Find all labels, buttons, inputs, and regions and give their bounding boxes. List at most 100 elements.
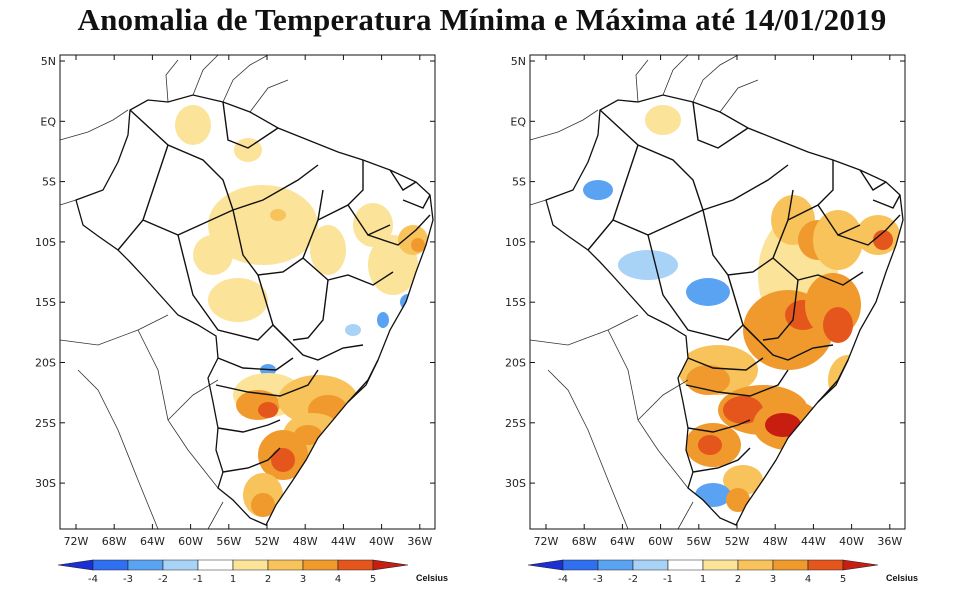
lat-label: 5S xyxy=(42,176,56,189)
lat-label: 25S xyxy=(505,417,526,430)
lon-label: 52W xyxy=(255,535,280,548)
colorbar-segment xyxy=(57,559,94,571)
lon-label: 72W xyxy=(534,535,559,548)
colorbar-label: -2 xyxy=(158,574,168,585)
lon-label: 52W xyxy=(725,535,750,548)
brazil-border xyxy=(75,94,434,526)
anomaly-blob xyxy=(251,493,275,517)
colorbar-label: 2 xyxy=(735,574,741,585)
state-border xyxy=(837,214,901,246)
country-border xyxy=(59,199,77,206)
anomaly-blob xyxy=(270,209,286,221)
state-border xyxy=(772,257,864,286)
state-borders xyxy=(117,101,431,473)
lon-label: 40W xyxy=(369,535,394,548)
colorbar-segment xyxy=(267,559,304,571)
lon-label: 48W xyxy=(293,535,318,548)
lat-label: 10S xyxy=(35,236,56,249)
lat-label: EQ xyxy=(510,115,526,128)
country-border xyxy=(59,109,129,141)
anomaly-blob xyxy=(698,435,722,455)
colorbar-label: 5 xyxy=(840,574,846,585)
anomaly-blob xyxy=(645,105,681,135)
brazil-border xyxy=(545,94,904,526)
anomaly-blob xyxy=(193,235,233,275)
lon-label: 68W xyxy=(102,535,127,548)
colorbar-segment xyxy=(372,559,409,571)
anomaly-blob xyxy=(377,312,389,328)
colorbar-label: 3 xyxy=(300,574,306,585)
lon-label: 40W xyxy=(839,535,864,548)
lon-label: 48W xyxy=(763,535,788,548)
state-border xyxy=(859,169,887,191)
colorbar-label: 4 xyxy=(335,574,341,585)
anomaly-blob xyxy=(258,402,278,418)
colorbar-label: 2 xyxy=(265,574,271,585)
country-border xyxy=(165,59,179,103)
page-title: Anomalia de Temperatura Mínima e Máxima … xyxy=(77,2,887,37)
colorbar-segment xyxy=(337,559,374,571)
state-border xyxy=(215,369,319,397)
country-border xyxy=(719,79,759,113)
lon-label: 64W xyxy=(140,535,165,548)
lon-label: 64W xyxy=(610,535,635,548)
state-border xyxy=(302,257,394,286)
lon-label: 72W xyxy=(64,535,89,548)
state-border xyxy=(402,194,431,209)
state-border xyxy=(232,164,319,211)
anomaly-blob xyxy=(873,230,893,250)
country-border xyxy=(249,79,289,113)
anomaly-blob xyxy=(271,448,295,472)
state-border xyxy=(872,194,901,209)
lat-label: 10S xyxy=(505,236,526,249)
colorbar-label: 4 xyxy=(805,574,811,585)
state-border xyxy=(702,164,789,211)
colorbar-segment xyxy=(197,559,234,571)
colorbar-label: 1 xyxy=(230,574,236,585)
lon-label: 56W xyxy=(686,535,711,548)
neighbor-borders xyxy=(59,54,289,530)
state-border xyxy=(692,101,749,149)
lon-label: 36W xyxy=(407,535,432,548)
lat-label: 5N xyxy=(511,55,526,68)
state-border xyxy=(687,357,764,371)
state-border xyxy=(347,359,379,403)
state-border xyxy=(762,279,799,341)
colorbar-label: 3 xyxy=(770,574,776,585)
state-border xyxy=(787,160,834,221)
colorbar-segment xyxy=(772,559,809,571)
colorbar-label: -4 xyxy=(558,574,568,585)
state-border xyxy=(217,357,294,371)
colorbar-label: 1 xyxy=(700,574,706,585)
anomaly-blob xyxy=(726,488,750,512)
map-frame xyxy=(529,54,906,530)
neighbor-borders xyxy=(529,54,759,530)
colorbar-segment xyxy=(842,559,879,571)
colorbar-segment xyxy=(302,559,339,571)
colorbar-segment xyxy=(127,559,164,571)
colorbar-label: -3 xyxy=(593,574,603,585)
anomaly-blob xyxy=(310,225,346,275)
state-border xyxy=(647,234,744,341)
lat-label: 5N xyxy=(41,55,56,68)
state-border xyxy=(272,324,364,361)
country-border xyxy=(222,54,269,103)
map-canvas: 5N EQ 5S 10S 15S 20S 25S 30S 72W 68W 64W 60W 56W 52W 4… xyxy=(505,54,918,585)
colorbar-label: -1 xyxy=(193,574,203,585)
state-border xyxy=(685,369,789,397)
state-border xyxy=(817,359,849,403)
colorbar-segment xyxy=(667,559,704,571)
lat-label: 20S xyxy=(35,357,56,370)
lon-label: 68W xyxy=(572,535,597,548)
anomaly-blob xyxy=(723,465,763,495)
colorbar-label: -1 xyxy=(663,574,673,585)
lat-label: 15S xyxy=(35,296,56,309)
anomaly-blob xyxy=(723,396,763,424)
colorbar-segment xyxy=(92,559,129,571)
map-canvas: 5N EQ 5S 10S 15S 20S 25S 30S 72W 68W 64W 60W 56W 52W 4… xyxy=(35,54,448,585)
anomaly-blob xyxy=(765,413,801,437)
colorbar-segment xyxy=(597,559,634,571)
colorbar-segment xyxy=(562,559,599,571)
lat-label: 30S xyxy=(35,477,56,490)
state-border xyxy=(599,109,704,211)
